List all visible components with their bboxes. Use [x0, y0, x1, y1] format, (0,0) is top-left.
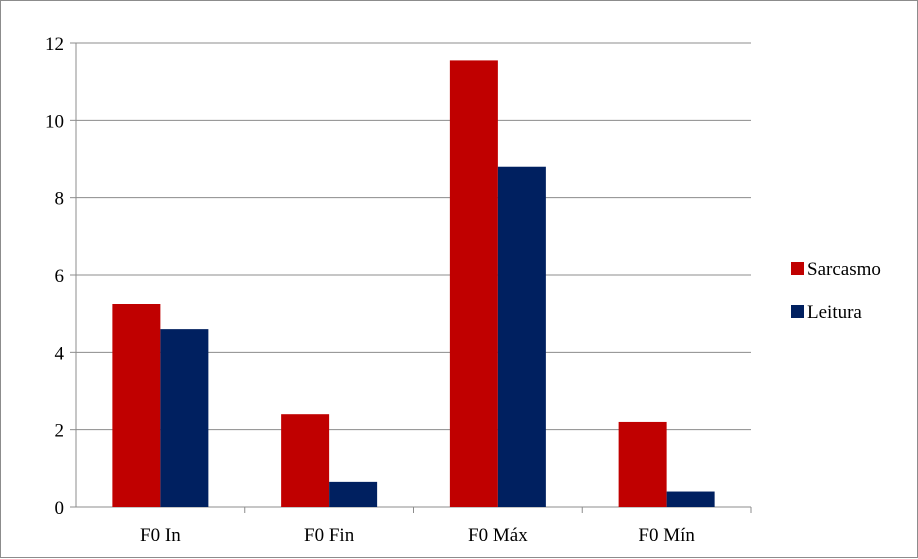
- y-tick-label: 2: [55, 421, 65, 442]
- y-tick-label: 4: [55, 343, 65, 364]
- bar-leitura-3: [666, 491, 715, 507]
- bar-sarcasmo-2: [449, 60, 498, 508]
- bar-leitura-1: [329, 481, 378, 507]
- y-tick-label: 6: [55, 266, 65, 287]
- y-tick-label: 8: [55, 189, 65, 210]
- legend-swatch-sarcasmo: [791, 262, 804, 275]
- y-tick-label: 0: [55, 498, 65, 519]
- y-tick-label: 10: [45, 111, 64, 132]
- bars: [112, 60, 715, 508]
- y-tick-label: 12: [45, 34, 64, 55]
- legend: Sarcasmo Leitura: [791, 259, 881, 323]
- legend-label-sarcasmo: Sarcasmo: [807, 259, 881, 280]
- bar-sarcasmo-1: [281, 414, 330, 507]
- x-tick-label: F0 Mín: [638, 525, 695, 546]
- x-tick-label: F0 Fin: [304, 525, 355, 546]
- legend-label-leitura: Leitura: [807, 302, 862, 323]
- x-tick-label: F0 In: [140, 525, 181, 546]
- x-tick-labels: F0 In F0 Fin F0 Máx F0 Mín: [140, 525, 695, 546]
- bar-sarcasmo-0: [112, 304, 161, 507]
- x-tick-label: F0 Máx: [468, 525, 528, 546]
- bar-leitura-2: [497, 166, 546, 507]
- bar-sarcasmo-3: [618, 421, 667, 507]
- y-tick-labels: 0 2 4 6 8 10 12: [45, 34, 65, 519]
- bar-leitura-0: [160, 329, 209, 507]
- legend-swatch-leitura: [791, 305, 804, 318]
